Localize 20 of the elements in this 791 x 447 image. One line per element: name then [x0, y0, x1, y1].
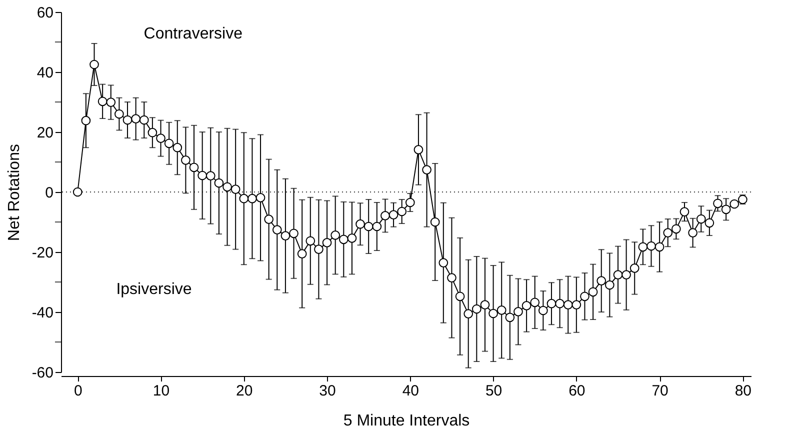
x-tick-label: 50	[485, 382, 502, 400]
y-tick-label: -40	[32, 304, 54, 322]
y-tick-label: 60	[36, 4, 54, 22]
x-tick-label: 80	[734, 382, 752, 400]
y-tick-label: -20	[32, 244, 54, 262]
y-tick-label: 0	[45, 184, 54, 202]
y-tick-label: 40	[36, 64, 54, 82]
x-axis-title: 5 Minute Intervals	[343, 412, 470, 430]
y-axis-title: Net Rotations	[6, 144, 23, 241]
x-tick-label: 40	[402, 382, 419, 400]
y-tick-label: -60	[32, 364, 54, 382]
annotation: Ipsiversive	[116, 281, 192, 298]
y-tick-label: 20	[36, 124, 54, 142]
x-tick-label: 0	[74, 382, 82, 400]
x-tick-label: 70	[652, 382, 668, 400]
x-tick-label: 60	[568, 382, 586, 400]
x-tick-label: 10	[152, 382, 170, 400]
x-tick-label: 20	[236, 382, 253, 400]
x-tick-label: 30	[319, 382, 336, 400]
annotation: Contraversive	[144, 26, 243, 43]
